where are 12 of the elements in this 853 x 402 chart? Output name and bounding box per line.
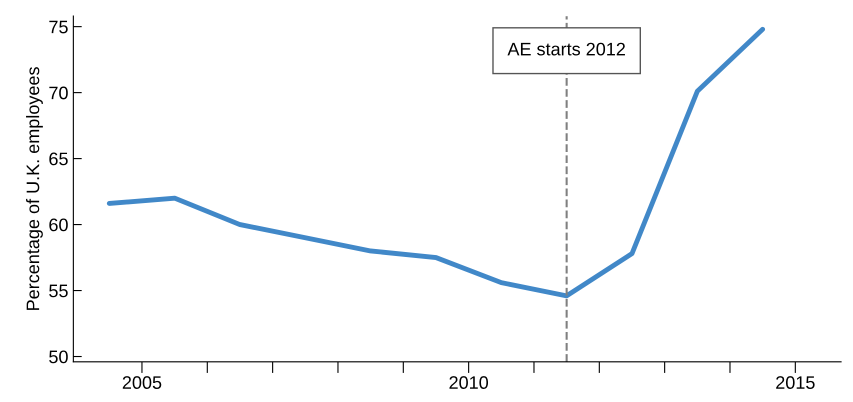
y-tick-label: 55 [49,284,68,298]
y-tick-label: 65 [49,152,68,166]
x-tick-label: 2010 [449,376,488,389]
y-tick-label: 50 [49,350,68,364]
x-tick-label: 2015 [776,376,815,389]
line-series [106,26,766,298]
y-axis-title: Percentage of U.K. employees [26,67,43,310]
y-tick-label: 75 [49,20,68,34]
y-tick-label: 60 [49,218,68,232]
x-tick-label: 2005 [122,376,162,389]
ref-line-label: AE starts 2012 [507,42,625,56]
y-tick-label: 70 [49,86,68,100]
